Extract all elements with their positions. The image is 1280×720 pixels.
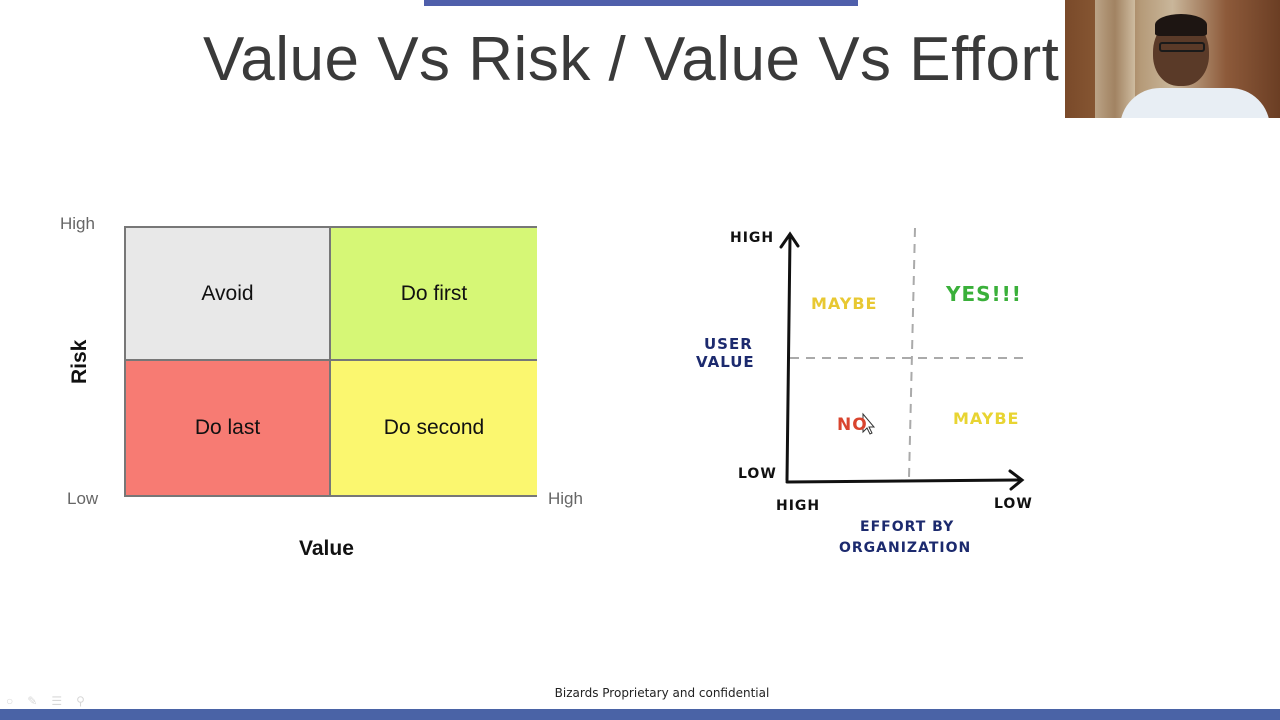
risk-low-label: Low [67, 489, 99, 508]
user-value-title-line1: USER [704, 335, 753, 353]
sketch-axes [779, 227, 1025, 491]
pen-icon[interactable]: ✎ [27, 694, 38, 708]
slide-footer: Bizards Proprietary and confidential [554, 686, 770, 700]
menu-icon[interactable]: ☰ [51, 694, 63, 708]
webcam-background [1095, 0, 1135, 118]
slide-top-accent-bar [424, 0, 858, 6]
user-value-title-line2: VALUE [696, 353, 755, 371]
quadrant-do-first: Do first [331, 228, 537, 361]
risk-high-label: High [60, 214, 95, 233]
webcam-presenter-glasses [1159, 42, 1205, 52]
quadrant-avoid: Avoid [126, 228, 331, 361]
quadrant-maybe-bottom: MAYBE [953, 409, 1020, 428]
user-value-high-label: HIGH [730, 230, 775, 246]
webcam-presenter-hair [1155, 14, 1207, 36]
value-axis-title: Value [299, 537, 354, 560]
value-high-label: High [548, 489, 583, 508]
value-risk-matrix: Avoid Do first Do last Do second [124, 226, 537, 497]
webcam-presenter-shirt [1120, 88, 1270, 118]
presenter-webcam [1065, 0, 1280, 118]
effort-title-line1: EFFORT BY [860, 519, 955, 535]
quadrant-yes: YES!!! [946, 282, 1022, 306]
slideshow-toolbar: ○ ✎ ☰ ⚲ [6, 694, 85, 708]
value-effort-sketch: HIGH LOW USER VALUE HIGH LOW EFFORT BY O… [680, 210, 1060, 570]
user-value-low-label: LOW [738, 466, 777, 482]
quadrant-do-second: Do second [331, 361, 537, 495]
slide-title: Value Vs Risk / Value Vs Effort [203, 25, 1060, 94]
edge-artifact-1 [1273, 412, 1275, 423]
slide-bottom-bar [0, 709, 1280, 720]
effort-title-line2: ORGANIZATION [839, 540, 972, 556]
zoom-icon[interactable]: ⚲ [76, 694, 85, 708]
quadrant-no: NO [837, 415, 868, 435]
effort-low-label: LOW [994, 496, 1033, 512]
quadrant-maybe-top: MAYBE [811, 294, 878, 313]
risk-axis-title: Risk [68, 339, 91, 384]
effort-high-label: HIGH [776, 498, 821, 514]
quadrant-do-last: Do last [126, 361, 331, 495]
pointer-icon[interactable]: ○ [6, 694, 14, 708]
